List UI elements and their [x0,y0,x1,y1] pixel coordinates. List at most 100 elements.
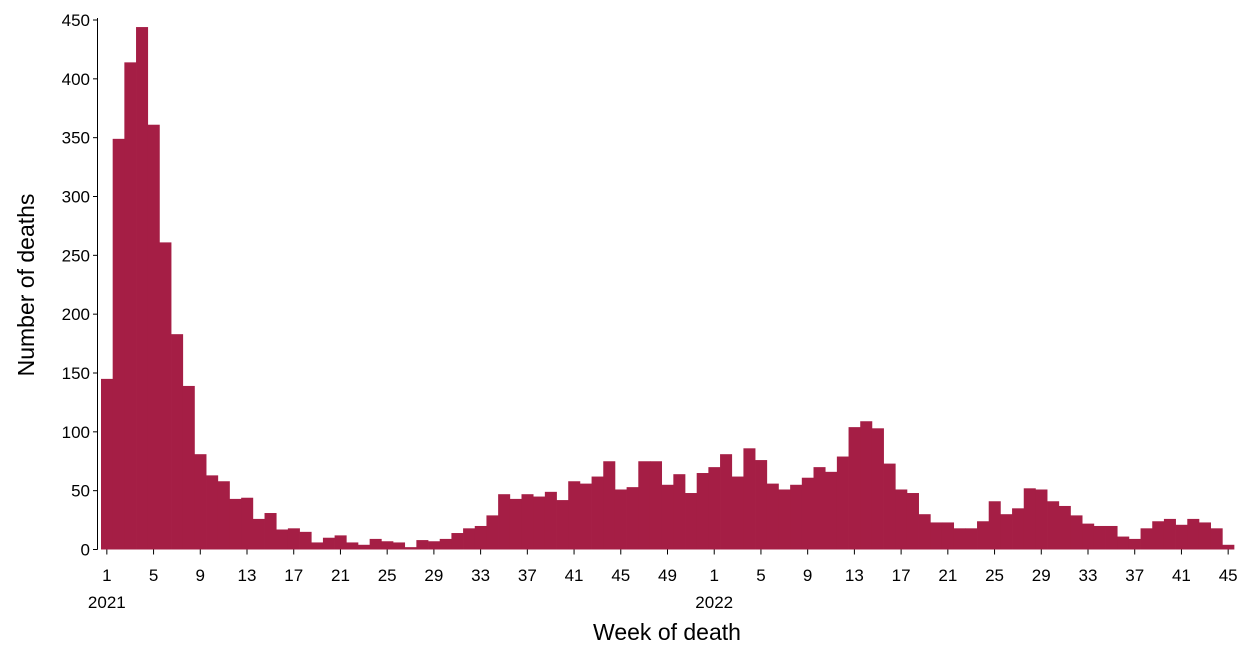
bar-2021-W44 [603,461,616,550]
bar-2021-W35 [498,494,511,550]
bar-2022-W26 [1000,514,1013,550]
bar-2021-W11 [217,481,230,550]
bar-2021-W14 [252,518,265,550]
bar-2021-W41 [568,481,581,550]
x-tick-label: 25 [985,566,1004,585]
bar-2021-W38 [533,496,546,550]
bar-2022-W19 [918,514,931,550]
bar-2021-W51 [685,493,698,550]
x-tick-label: 21 [331,566,350,585]
bar-2022-W20 [930,522,943,550]
bar-2021-W37 [521,494,534,550]
bar-2021-W50 [673,474,686,550]
bar-2022-W34 [1093,525,1106,550]
x-axis-title: Week of death [593,619,741,645]
x-tick-label: 25 [378,566,397,585]
bar-2022-W29 [1035,489,1048,550]
bar-2022-W28 [1023,488,1036,550]
y-tick-label: 450 [62,11,90,30]
bar-2021-W13 [241,497,254,550]
x-tick-label: 29 [424,566,443,585]
x-tick-label: 17 [284,566,303,585]
bar-2022-W30 [1047,501,1060,550]
bar-2021-W9 [194,454,207,550]
bar-2021-W3 [124,62,137,550]
bar-2022-W16 [883,463,896,550]
x-tick-label: 5 [149,566,158,585]
bar-2021-W22 [346,542,359,550]
y-tick-label: 350 [62,129,90,148]
bar-2022-W15 [871,428,884,550]
bar-2022-W44 [1210,528,1223,550]
bar-2022-W2 [720,454,733,550]
x-tick-label: 5 [756,566,765,585]
x-tick-label: 45 [611,566,630,585]
x-tick-label: 33 [1079,566,1098,585]
x-tick-label: 49 [658,566,677,585]
bar-2021-W17 [287,528,300,550]
bar-2022-W8 [790,484,803,550]
bar-2022-W11 [825,471,838,550]
y-tick-label: 100 [62,423,90,442]
bar-2021-W25 [381,541,394,550]
bar-2022-W21 [941,522,955,550]
y-tick-label: 150 [62,364,90,383]
bar-2021-W16 [276,529,289,550]
bar-2021-W24 [369,538,382,550]
bar-2021-W20 [322,537,335,550]
bar-2022-W14 [860,421,873,550]
bar-2021-W39 [544,491,557,550]
bar-2022-W10 [813,467,826,550]
bar-2021-W12 [229,498,242,550]
bar-2021-W40 [556,500,569,550]
bar-2021-W7 [171,334,184,550]
bar-2022-W4 [743,448,756,550]
bar-2021-W1 [101,378,114,550]
bar-2022-W7 [778,489,791,550]
y-tick-label: 200 [62,305,90,324]
x-tick-label: 29 [1032,566,1051,585]
x-tick-label: 1 [709,566,718,585]
x-tick-label: 45 [1219,566,1238,585]
bar-2022-W37 [1128,538,1141,550]
bar-2022-W32 [1070,515,1083,550]
bar-2021-W15 [264,513,277,550]
bar-2021-W47 [638,461,651,550]
bar-2022-W38 [1140,528,1153,550]
bar-2021-W23 [357,544,370,550]
bar-2021-W36 [509,498,522,550]
bar-2021-W42 [579,483,592,550]
x-tick-label: 33 [471,566,490,585]
bar-2022-W43 [1198,522,1211,550]
bar-2021-W4 [136,27,149,550]
y-tick-label: 50 [71,482,90,501]
bar-2022-W25 [988,501,1001,550]
bar-2021-W6 [159,242,172,550]
bar-2022-W35 [1105,525,1118,550]
bar-2022-W18 [906,493,919,550]
bar-2021-W10 [206,475,219,550]
x-tick-label: 13 [845,566,864,585]
bar-2022-W40 [1163,518,1176,550]
year-label-2021: 2021 [88,593,126,612]
bar-2021-W5 [147,124,160,550]
bar-2021-W26 [393,542,406,550]
x-tick-label: 37 [518,566,537,585]
bar-2021-W32 [463,528,476,550]
bar-2021-W31 [451,533,464,550]
bar-2022-W1 [708,467,721,550]
bar-2021-W52 [696,473,709,550]
bar-2022-W36 [1117,536,1130,550]
bar-2022-W12 [836,456,849,550]
bar-2022-W5 [755,460,768,550]
bar-2022-W24 [977,521,990,550]
bar-2022-W9 [801,477,814,550]
bar-2021-W49 [661,484,674,550]
year-label-2022: 2022 [695,593,733,612]
y-tick-label: 400 [62,70,90,89]
bar-2022-W13 [848,427,861,550]
x-tick-label: 21 [938,566,957,585]
bar-2021-W33 [474,525,487,550]
bar-2021-W28 [416,540,429,550]
bar-2022-W42 [1187,518,1200,550]
